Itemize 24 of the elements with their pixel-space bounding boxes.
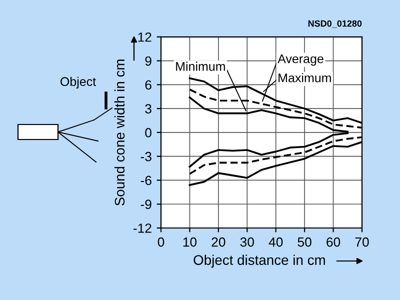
x-tick-label: 70 bbox=[355, 237, 369, 247]
y-tick-label: -12 bbox=[133, 224, 152, 233]
text: Object bbox=[60, 76, 96, 88]
x-axis-title: Object distance in cm bbox=[194, 254, 325, 268]
text: NSD0_01280 bbox=[308, 20, 362, 28]
legend-label: Maximum bbox=[278, 73, 331, 82]
y-axis-title: Sound cone width in cm bbox=[114, 60, 125, 206]
x-tick-label: 0 bbox=[158, 237, 164, 247]
y-tick-label: 6 bbox=[145, 80, 152, 90]
x-tick-label: 60 bbox=[326, 237, 340, 247]
y-tick-label: -6 bbox=[140, 176, 152, 186]
y-tick-label: 0 bbox=[145, 128, 152, 138]
x-tick-label: 40 bbox=[268, 237, 283, 247]
y-tick-label: 3 bbox=[145, 104, 152, 114]
y-tick-label: -3 bbox=[140, 152, 152, 162]
text: Average bbox=[278, 54, 324, 66]
x-tick-label: 10 bbox=[183, 237, 197, 247]
text: Minimum bbox=[176, 62, 225, 71]
x-tick-label: 30 bbox=[240, 237, 254, 247]
x-tick-label: 50 bbox=[298, 237, 312, 247]
x-tick-label: 20 bbox=[212, 237, 226, 247]
y-tick-label: -9 bbox=[140, 200, 152, 210]
y-tick-label: 9 bbox=[145, 56, 152, 66]
y-tick-label: 12 bbox=[138, 32, 152, 42]
